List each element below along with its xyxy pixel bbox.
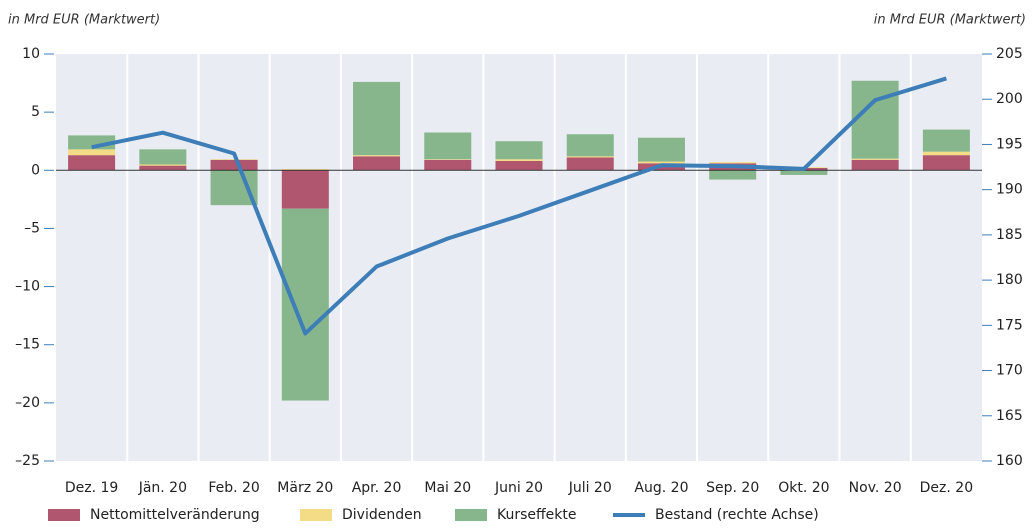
bar-segment: [709, 170, 757, 180]
legend-label: Bestand (rechte Achse): [655, 507, 819, 523]
y-tick-label: –5: [24, 220, 40, 236]
bar-segment: [353, 155, 401, 157]
bar-segment: [68, 155, 116, 171]
plot-background: [56, 54, 982, 461]
y-tick-label: 5: [31, 104, 40, 120]
bar-segment: [68, 149, 116, 156]
bar-segment: [353, 81, 401, 156]
bar-segment: [281, 170, 329, 209]
bar-segment: [851, 158, 899, 160]
y2-tick-label: 200: [996, 91, 1023, 107]
bar-segment: [780, 170, 828, 175]
bar-segment: [709, 162, 757, 164]
bar-segment: [139, 165, 187, 171]
x-tick-label: Mai 20: [424, 480, 471, 496]
y2-tick-label: 160: [996, 453, 1023, 469]
y2-tick-label: 170: [996, 363, 1023, 379]
bar-segment: [922, 155, 970, 171]
y2-tick-label: 175: [996, 317, 1023, 333]
y-tick-label: –25: [15, 453, 40, 469]
x-tick-label: Dez. 19: [65, 480, 118, 496]
y-tick-label: 0: [31, 162, 40, 178]
x-tick-label: März 20: [277, 480, 333, 496]
bar-segment: [281, 208, 329, 401]
y2-tick-label: 165: [996, 408, 1023, 424]
x-tick-label: Apr. 20: [352, 480, 402, 496]
bar-segment: [495, 160, 543, 171]
y2-tick-label: 190: [996, 182, 1023, 198]
bar-segment: [139, 164, 187, 166]
bar-segment: [566, 134, 614, 157]
bar-segment: [139, 149, 187, 165]
x-tick-label: Nov. 20: [849, 480, 902, 496]
x-tick-label: Sep. 20: [706, 480, 759, 496]
bar-segment: [281, 169, 329, 171]
legend-swatch: [300, 509, 332, 521]
y2-tick-label: 180: [996, 272, 1023, 288]
x-tick-label: Dez. 20: [920, 480, 973, 496]
x-tick-label: Okt. 20: [778, 480, 829, 496]
bar-segment: [922, 129, 970, 152]
x-tick-label: Feb. 20: [208, 480, 260, 496]
y-tick-label: –15: [15, 337, 40, 353]
line: [91, 76, 947, 336]
y2-tick-label: 185: [996, 227, 1023, 243]
bar-segment: [637, 137, 685, 162]
bar-segment: [495, 159, 543, 161]
bar-segment: [210, 159, 258, 160]
bar-segment: [353, 156, 401, 171]
bar-segment: [851, 80, 899, 159]
y2-tick-label: 195: [996, 136, 1023, 152]
bar-segment: [424, 159, 472, 160]
x-tick-label: Juli 20: [568, 480, 612, 496]
y2-tick-label: 205: [996, 46, 1023, 62]
y2-axis-label: in Mrd EUR (Marktwert): [874, 13, 1026, 28]
legend-label: Nettomittelveränderung: [90, 507, 260, 523]
x-tick-label: Jän. 20: [138, 480, 187, 496]
bar-segment: [566, 156, 614, 158]
legend-label: Kurseffekte: [497, 507, 577, 523]
legend-label: Dividenden: [342, 507, 422, 523]
bar-segment: [210, 159, 258, 171]
x-tick-label: Juni 20: [494, 480, 543, 496]
bar-segment: [566, 157, 614, 171]
y-tick-label: –20: [15, 395, 40, 411]
bar-segment: [637, 161, 685, 164]
legend-swatch: [48, 509, 80, 521]
y-tick-label: –10: [15, 279, 40, 295]
bar-segment: [424, 159, 472, 171]
y-axis-label: in Mrd EUR (Marktwert): [8, 13, 160, 28]
x-tick-label: Aug. 20: [634, 480, 688, 496]
legend-swatch: [455, 509, 487, 521]
y-tick-label: 10: [22, 46, 40, 62]
bar-segment: [922, 151, 970, 156]
bar-segment: [851, 159, 899, 171]
bar-segment: [424, 132, 472, 160]
bar-segment: [495, 141, 543, 160]
